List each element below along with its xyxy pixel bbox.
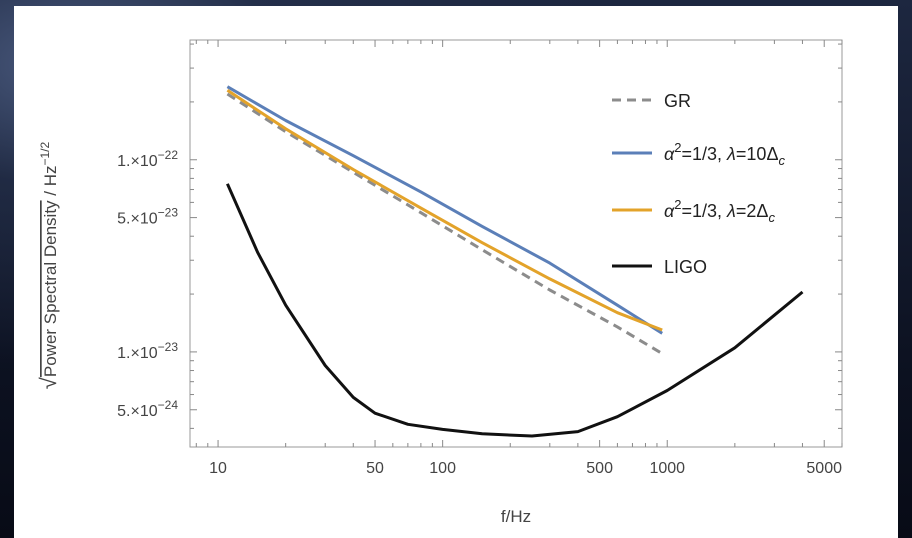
x-tick-label: 1000	[649, 460, 685, 477]
y-tick-label: 5.×10−23	[117, 206, 178, 228]
x-tick-label: 500	[586, 460, 613, 477]
y-tick-exponent: −22	[158, 148, 179, 162]
legend-text: LIGO	[664, 257, 707, 277]
y-axis-unit-exponent: −1/2	[38, 141, 52, 165]
x-tick-label: 5000	[806, 460, 842, 477]
y-tick-exponent: −23	[158, 340, 179, 354]
legend-subscript: c	[778, 153, 785, 168]
legend-label-ligo: LIGO	[664, 257, 707, 277]
legend-lambda: λ	[726, 144, 736, 164]
legend-lambda: λ	[726, 201, 736, 221]
legend-delta: =2Δ	[736, 201, 769, 221]
plot-frame	[189, 39, 843, 448]
x-tick-label: 10	[209, 460, 227, 477]
legend-ratio: =1/3,	[682, 144, 728, 164]
x-tick-label: 50	[366, 460, 384, 477]
y-axis-radical: √	[36, 376, 61, 389]
x-tick-label: 100	[429, 460, 456, 477]
series-line-ligo	[226, 183, 804, 438]
legend-alpha: α	[664, 201, 675, 221]
y-tick-label: 1.×10−23	[117, 340, 178, 362]
y-tick-exponent: −24	[158, 398, 179, 412]
chart-panel	[14, 6, 898, 538]
legend-label-gr: GR	[664, 91, 691, 111]
series-line-lambda10	[226, 85, 663, 335]
legend-alpha: α	[664, 144, 675, 164]
legend-ratio: =1/3,	[682, 201, 728, 221]
y-tick-label: 5.×10−24	[117, 398, 178, 420]
legend-superscript: 2	[674, 140, 681, 155]
y-tick-mantissa: 5.×10	[117, 403, 158, 420]
y-axis-quantity: Power Spectral Density	[41, 200, 60, 377]
y-tick-mantissa: 1.×10	[117, 153, 158, 170]
legend-text: GR	[664, 91, 691, 111]
legend-superscript: 2	[674, 197, 681, 212]
y-axis-unit: / Hz	[41, 165, 60, 200]
series-line-gr	[226, 92, 663, 355]
legend-label-lambda2: α2=1/3, λ=2Δc	[664, 197, 775, 225]
legend-subscript: c	[768, 210, 775, 225]
legend-delta: =10Δ	[736, 144, 779, 164]
legend-label-lambda10: α2=1/3, λ=10Δc	[664, 140, 785, 168]
x-axis-title: f/Hz	[501, 507, 531, 526]
y-tick-mantissa: 1.×10	[117, 345, 158, 362]
series-line-lambda2	[226, 89, 663, 332]
y-tick-exponent: −23	[158, 206, 179, 220]
y-tick-label: 1.×10−22	[117, 148, 178, 170]
y-tick-mantissa: 5.×10	[117, 211, 158, 228]
y-axis-title: √Power Spectral Density / Hz−1/2	[36, 141, 61, 389]
